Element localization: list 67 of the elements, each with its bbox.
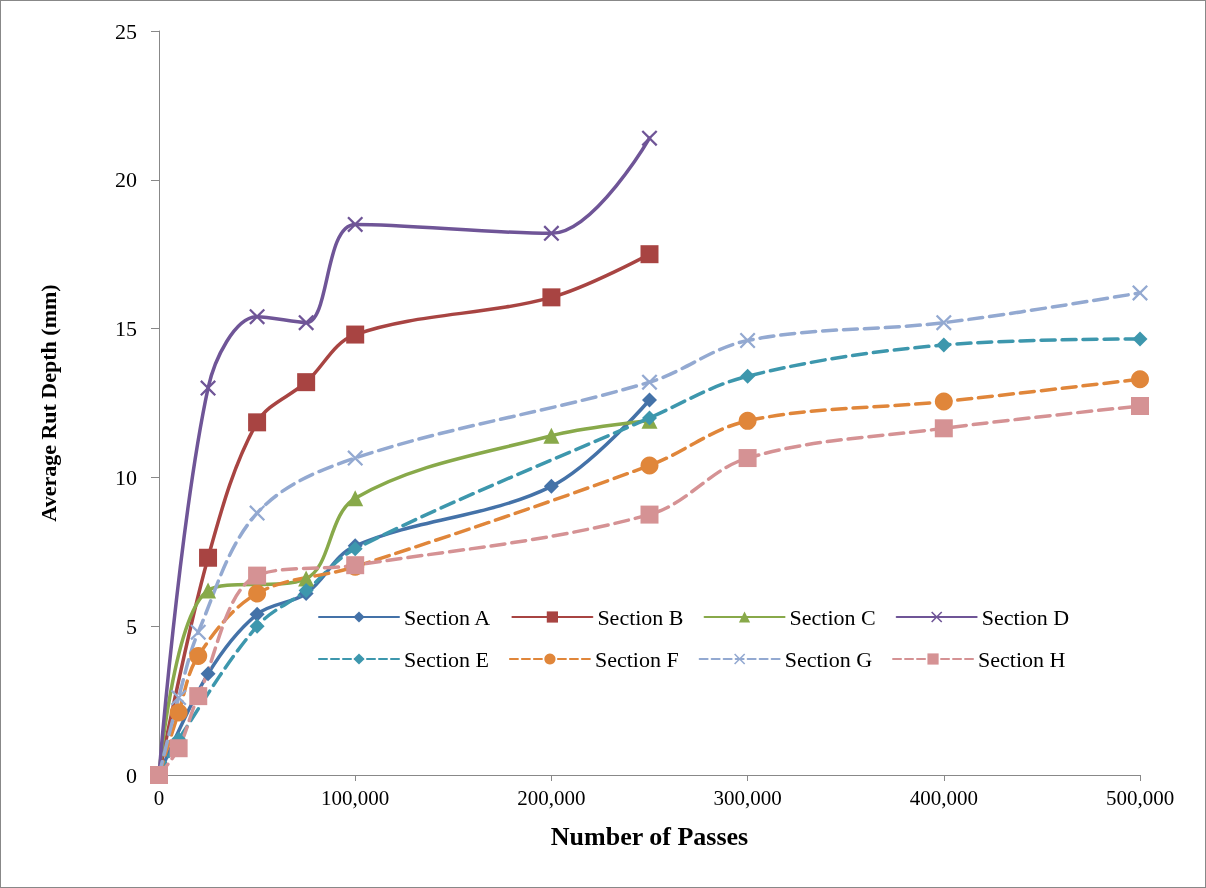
legend-label: Section B (597, 604, 684, 630)
point (199, 548, 218, 567)
x-tick-label: 100,000 (321, 785, 390, 810)
point (169, 703, 188, 722)
point (249, 618, 265, 634)
point (189, 646, 208, 665)
point (640, 245, 659, 264)
point (642, 392, 657, 408)
x-tick-label: 200,000 (517, 785, 586, 810)
x-tick-label: 400,000 (909, 785, 978, 810)
point (249, 606, 265, 622)
point (543, 478, 559, 494)
point (641, 374, 658, 391)
point (934, 419, 953, 438)
point (640, 456, 659, 475)
point (189, 687, 208, 706)
legend-label: Section G (784, 646, 873, 672)
point (543, 225, 560, 242)
point (298, 314, 315, 331)
point (542, 288, 561, 307)
point (1131, 370, 1149, 389)
y-tick-label: 20 (115, 167, 137, 193)
point (740, 368, 756, 384)
point (640, 505, 659, 524)
point (641, 130, 658, 147)
point (1132, 284, 1148, 301)
y-tick-label: 5 (126, 613, 137, 639)
point (347, 450, 364, 467)
point (248, 584, 267, 603)
point (200, 666, 216, 682)
y-tick-label: 10 (115, 464, 137, 490)
y-axis-title: Average Rut Depth (mm) (35, 284, 61, 522)
point (1131, 396, 1149, 415)
y-tick-label: 0 (126, 762, 137, 788)
point (248, 413, 267, 432)
point (170, 689, 187, 706)
point (200, 380, 217, 397)
x-tick-label: 0 (153, 785, 165, 810)
point (249, 505, 266, 522)
legend-label: Section H (978, 646, 1066, 672)
point (739, 332, 756, 349)
point (346, 325, 365, 344)
point (200, 582, 217, 599)
point (347, 490, 364, 507)
point (934, 392, 953, 411)
y-tick-label: 25 (115, 18, 137, 44)
point (190, 624, 207, 641)
point (169, 739, 188, 758)
legend-label: Section F (594, 646, 679, 672)
legend-label: Section A (404, 604, 491, 630)
point (738, 449, 757, 468)
legend-label: Section D (981, 604, 1070, 630)
point (936, 337, 952, 353)
point (347, 216, 364, 233)
legend-label: Section E (404, 646, 489, 672)
x-tick-label: 300,000 (713, 785, 782, 810)
point (248, 566, 267, 585)
y-tick-label: 15 (115, 316, 137, 342)
point (249, 308, 266, 325)
point (738, 411, 757, 430)
point (543, 427, 560, 444)
x-axis-title: Number of Passes (550, 821, 749, 851)
point (297, 373, 316, 392)
x-tick-label: 500,000 (1105, 785, 1175, 810)
point (935, 314, 952, 331)
point (1132, 331, 1148, 347)
legend-label: Section C (789, 604, 876, 630)
